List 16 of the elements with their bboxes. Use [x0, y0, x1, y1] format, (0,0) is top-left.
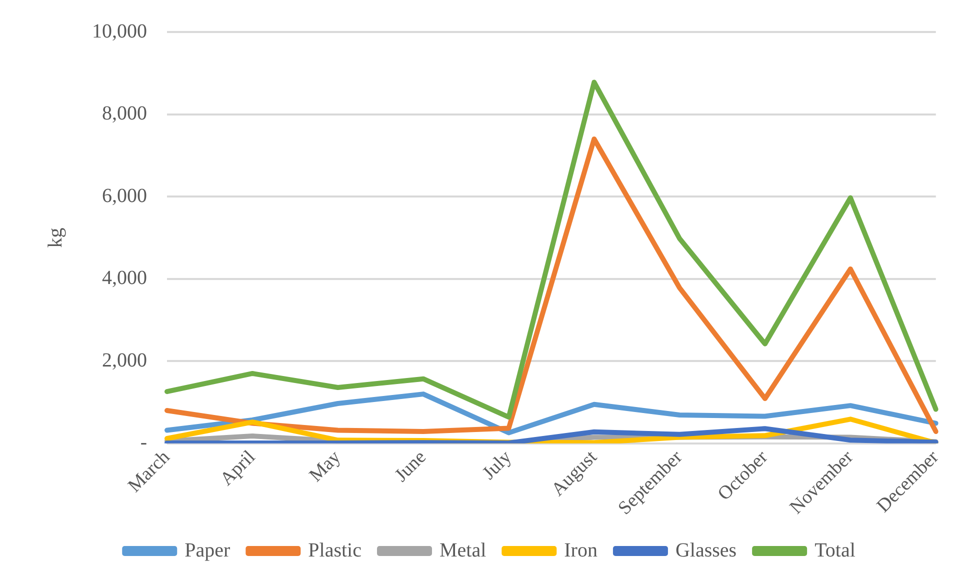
legend-label: Paper: [184, 539, 230, 562]
x-tick-label: June: [390, 446, 430, 486]
y-tick-label: 4,000: [102, 267, 147, 290]
y-tick-label: 8,000: [102, 102, 147, 125]
legend-label: Glasses: [675, 539, 737, 562]
x-tick-label: May: [305, 446, 346, 486]
legend-label: Plastic: [308, 539, 362, 562]
legend-label: Metal: [439, 539, 487, 562]
y-axis-title: kg: [44, 228, 66, 248]
x-tick-label: July: [478, 446, 516, 484]
legend-label: Iron: [564, 539, 598, 562]
y-tick-label: 2,000: [102, 349, 147, 372]
y-tick-label: 6,000: [102, 184, 147, 207]
y-tick-label: 10,000: [92, 20, 147, 42]
y-tick-label: -: [140, 432, 147, 454]
legend-label: Total: [814, 539, 856, 562]
